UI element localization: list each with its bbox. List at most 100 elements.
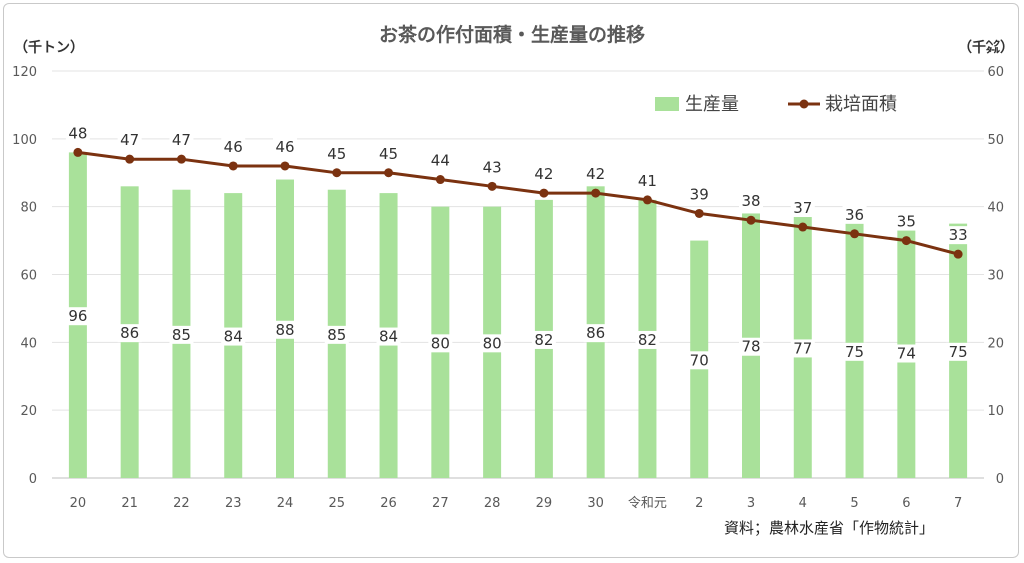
line-data-label: 33 — [949, 226, 968, 244]
data-labels: 48 47 47 46 46 45 45 44 43 42 42 41 39 38 37 36 35 33 96 86… — [65, 124, 971, 370]
line-data-label-bg — [480, 158, 505, 177]
line-data-label-bg — [531, 165, 556, 184]
line-data-label: 42 — [586, 165, 605, 183]
line-point — [694, 208, 704, 218]
bar-data-label-bg — [65, 307, 90, 326]
right-tick-label: 0 — [996, 472, 1004, 487]
bar-data-label: 85 — [327, 326, 346, 344]
x-tick-label: 21 — [121, 496, 138, 511]
left-tick-label: 0 — [29, 472, 37, 487]
bar-data-label-bg — [376, 327, 401, 346]
right-axis-unit: （千㌶） — [958, 39, 1014, 56]
x-tick-label: 6 — [902, 496, 910, 511]
x-tick-label: 25 — [329, 496, 346, 511]
legend-line-label: 栽培面積 — [825, 94, 897, 115]
line-data-label-bg — [428, 151, 453, 170]
right-tick-label: 60 — [987, 65, 1004, 80]
bar-series — [68, 152, 968, 479]
line-data-label-bg — [117, 131, 142, 150]
bar-data-label: 78 — [741, 338, 760, 356]
line-point — [228, 161, 238, 171]
x-tick-label: 3 — [747, 496, 755, 511]
bar-data-label-bg — [169, 325, 194, 344]
x-tick-label: 26 — [380, 496, 397, 511]
x-tick-label: 令和元 — [628, 496, 667, 511]
gridlines — [52, 70, 984, 479]
bar-data-label-bg — [739, 337, 763, 356]
line-data-label-bg — [376, 144, 401, 163]
line-data-label: 39 — [690, 185, 709, 203]
bar-data-label-bg — [273, 320, 297, 339]
left-tick-label: 40 — [20, 336, 37, 351]
chart-frame: 48 47 47 46 46 45 45 44 43 42 42 41 39 38 37 36 35 33 96 86… — [3, 3, 1019, 558]
line-data-label-bg — [583, 165, 608, 184]
legend-bar-label: 生産量 — [685, 94, 739, 115]
x-tick-label: 28 — [484, 496, 501, 511]
bar-data-label: 80 — [483, 334, 502, 352]
line-point — [176, 154, 186, 164]
bar-data-label: 77 — [793, 339, 812, 357]
right-tick-label: 50 — [987, 133, 1004, 148]
bar-data-label-bg — [687, 351, 712, 370]
bar-data-label: 86 — [120, 324, 139, 342]
right-tick-label: 30 — [987, 269, 1004, 284]
line-point — [435, 175, 445, 185]
x-tick-label: 29 — [536, 496, 553, 511]
bar-data-label: 96 — [68, 307, 87, 325]
line-data-label-bg — [221, 137, 246, 156]
bar-data-label: 82 — [638, 331, 657, 349]
line-data-label: 42 — [534, 165, 553, 183]
x-tick-label: 2 — [695, 496, 703, 511]
x-tick-label: 4 — [799, 496, 807, 511]
line-data-label: 41 — [638, 172, 657, 190]
line-point — [384, 168, 394, 178]
line-data-label-bg — [65, 124, 90, 143]
line-point — [591, 188, 601, 198]
left-tick-label: 60 — [20, 269, 37, 284]
line-data-label: 38 — [741, 192, 760, 210]
line-data-label: 47 — [120, 131, 139, 149]
bar-data-label: 74 — [897, 345, 916, 363]
line-point — [642, 195, 652, 205]
line-point — [850, 229, 860, 239]
legend-line-marker — [799, 99, 809, 109]
x-tick-label: 23 — [225, 496, 242, 511]
x-tick-label: 20 — [70, 496, 87, 511]
right-tick-label: 10 — [987, 404, 1004, 419]
bar-data-label-bg — [480, 334, 505, 353]
bar-data-label: 82 — [534, 331, 553, 349]
line-data-label-bg — [946, 226, 971, 245]
left-tick-label: 20 — [20, 404, 37, 419]
bar-data-label-bg — [842, 342, 867, 361]
x-tick-label: 24 — [277, 496, 294, 511]
bar-data-label-bg — [428, 334, 453, 353]
line-data-label-bg — [169, 131, 194, 150]
source-note: 資料；農林水産省「作物統計」 — [724, 519, 934, 537]
line-data-label: 44 — [431, 152, 450, 170]
line-point — [125, 154, 135, 164]
line-data-label: 36 — [845, 206, 864, 224]
x-tick-label: 30 — [587, 496, 604, 511]
legend-bar-swatch — [655, 97, 679, 111]
line-data-label: 35 — [897, 213, 916, 231]
bar-data-label: 84 — [379, 328, 398, 346]
line-series — [73, 147, 963, 259]
line-data-label: 43 — [483, 158, 502, 176]
bar-data-label: 84 — [224, 328, 243, 346]
chart-title: お茶の作付面積・生産量の推移 — [379, 23, 645, 46]
bar-data-label-bg — [221, 327, 246, 346]
line-data-label: 48 — [68, 124, 87, 142]
line-point — [539, 188, 549, 198]
bar-data-label-bg — [790, 339, 815, 358]
x-tick-label: 7 — [954, 496, 962, 511]
line-data-label-bg — [894, 212, 919, 231]
bar-data-label-bg — [117, 324, 142, 343]
line-data-label-bg — [324, 144, 349, 163]
line-data-label: 47 — [172, 131, 191, 149]
line-data-label-bg — [790, 199, 815, 218]
bar-data-label: 75 — [949, 343, 968, 361]
bar-data-label: 75 — [845, 343, 864, 361]
line-point — [953, 249, 963, 259]
left-tick-label: 100 — [12, 133, 37, 148]
